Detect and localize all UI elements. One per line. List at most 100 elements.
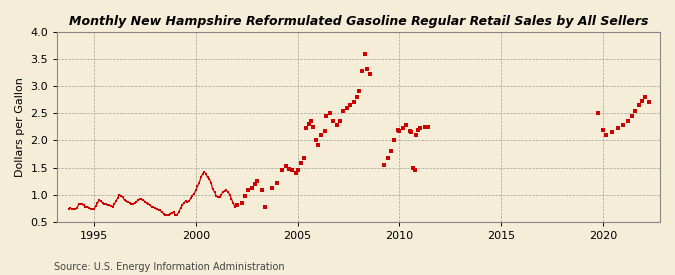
Point [65,206,76,210]
Point [356,69,367,73]
Point [150,206,161,210]
Point [284,166,294,171]
Point [84,205,95,210]
Point [240,194,250,199]
Point [165,211,176,216]
Point [94,198,105,202]
Point [287,168,298,172]
Point [202,175,213,180]
Point [182,200,192,204]
Point [601,133,612,137]
Point [124,200,135,205]
Point [67,207,78,211]
Point [398,126,408,131]
Point [104,203,115,208]
Point [382,156,393,160]
Point [307,125,318,129]
Point [353,88,364,93]
Point [316,133,327,137]
Point [640,95,651,99]
Point [204,177,215,182]
Point [637,99,647,104]
Point [144,203,155,208]
Point [306,119,317,123]
Point [335,119,346,123]
Point [175,206,186,210]
Point [360,51,371,56]
Point [90,204,101,208]
Point [180,199,191,203]
Point [256,188,267,192]
Point [362,67,373,71]
Point [414,126,425,131]
Point [131,199,142,204]
Point [224,192,235,197]
Point [151,207,162,211]
Point [70,207,80,211]
Point [143,202,154,206]
Point [134,197,145,201]
Point [404,128,415,133]
Point [623,119,634,123]
Point [170,213,181,218]
Point [105,204,116,208]
Point [123,200,134,204]
Point [252,179,263,183]
Point [385,149,396,153]
Point [643,100,654,104]
Point [389,138,400,143]
Point [136,197,147,202]
Point [95,199,106,203]
Point [68,207,79,211]
Point [187,194,198,198]
Point [412,127,423,132]
Point [99,202,109,206]
Point [342,106,352,110]
Point [133,198,144,202]
Point [606,130,617,134]
Point [153,208,164,212]
Point [77,202,88,207]
Point [243,188,254,192]
Point [114,192,125,197]
Point [119,198,130,202]
Point [168,210,179,214]
Point [319,128,330,133]
Point [277,168,288,172]
Point [408,165,418,170]
Point [231,203,242,208]
Point [173,210,184,214]
Point [115,194,126,199]
Point [379,163,389,167]
Point [206,180,217,185]
Point [85,207,96,211]
Point [111,199,122,203]
Point [411,133,422,137]
Point [227,200,238,205]
Point [272,180,283,185]
Point [230,204,240,209]
Point [613,126,624,131]
Point [401,123,412,127]
Point [321,114,332,118]
Point [292,168,303,172]
Point [74,202,84,207]
Point [140,199,151,204]
Point [63,207,74,211]
Point [345,103,356,107]
Point [197,172,208,176]
Point [630,108,641,113]
Point [160,213,171,217]
Point [189,191,200,196]
Point [92,201,103,205]
Point [109,202,119,206]
Point [102,203,113,207]
Point [267,186,277,190]
Point [194,180,205,185]
Point [177,203,188,208]
Point [87,207,98,211]
Text: Source: U.S. Energy Information Administration: Source: U.S. Energy Information Administ… [54,262,285,272]
Point [365,72,376,76]
Point [348,100,359,104]
Point [260,204,271,209]
